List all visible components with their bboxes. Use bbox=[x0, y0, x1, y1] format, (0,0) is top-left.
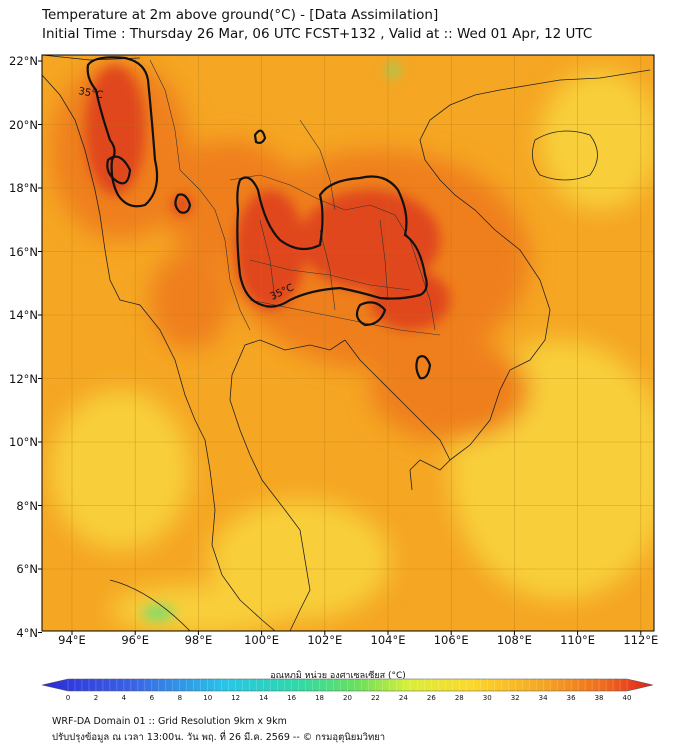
map-subtitle: Initial Time : Thursday 26 Mar, 06 UTC F… bbox=[42, 26, 593, 42]
colorbar-tick-label: 14 bbox=[259, 694, 269, 702]
colorbar-tick-label: 38 bbox=[594, 694, 604, 702]
longitude-label: 98°E bbox=[184, 633, 213, 647]
contour-label: 35°C bbox=[77, 86, 103, 101]
latitude-label: 16°N bbox=[9, 244, 38, 259]
axis-ticks bbox=[38, 60, 642, 635]
longitude-label: 110°E bbox=[560, 633, 596, 647]
colorbar bbox=[41, 678, 654, 692]
longitude-label: 108°E bbox=[496, 633, 532, 647]
map-frame bbox=[41, 54, 655, 632]
colorbar-tick-label: 8 bbox=[177, 694, 183, 702]
footer-update-info: ปรับปรุงข้อมูล ณ เวลา 13:00น. วัน พฤ. ที… bbox=[52, 732, 386, 743]
colorbar-tick-label: 16 bbox=[287, 694, 297, 702]
latitude-label: 8°N bbox=[16, 498, 38, 513]
colorbar-tick-label: 10 bbox=[203, 694, 213, 702]
latitude-label: 4°N bbox=[16, 625, 38, 640]
longitude-label: 112°E bbox=[623, 633, 659, 647]
colorbar-tick-label: 40 bbox=[622, 694, 632, 702]
longitude-label: 102°E bbox=[307, 633, 343, 647]
temperature-field: 35°C 35°C bbox=[42, 55, 654, 631]
latitude-label: 6°N bbox=[16, 562, 38, 576]
colorbar-tick-label: 4 bbox=[121, 694, 127, 702]
colorbar-tick-label: 2 bbox=[93, 694, 99, 702]
colorbar-tick-label: 0 bbox=[65, 694, 71, 702]
footer-domain-info: WRF-DA Domain 01 :: Grid Resolution 9km … bbox=[52, 716, 287, 727]
colorbar-tick-label: 36 bbox=[566, 694, 576, 702]
coastlines bbox=[42, 55, 651, 631]
latitude-label: 14°N bbox=[9, 308, 38, 322]
temperature-map: 35°C 35°C bbox=[38, 54, 655, 635]
longitude-label: 94°E bbox=[58, 633, 86, 647]
grid-lines bbox=[42, 55, 654, 631]
longitude-label: 100°E bbox=[244, 633, 280, 647]
colorbar-tick-label: 26 bbox=[426, 694, 436, 702]
longitude-label: 104°E bbox=[370, 633, 406, 647]
longitude-label: 96°E bbox=[121, 633, 150, 647]
colorbar-tick-label: 22 bbox=[370, 694, 380, 702]
colorbar-tick-label: 12 bbox=[231, 694, 241, 702]
latitude-label: 22°N bbox=[9, 54, 38, 68]
colorbar-tick-label: 6 bbox=[149, 694, 155, 702]
map-title: Temperature at 2m above ground(°C) - [Da… bbox=[42, 7, 439, 23]
colorbar-tick-label: 18 bbox=[315, 694, 324, 702]
latitude-label: 20°N bbox=[9, 117, 38, 132]
admin-borders bbox=[149, 59, 441, 336]
longitude-label: 106°E bbox=[433, 633, 469, 647]
colorbar-tick-label: 20 bbox=[343, 694, 352, 702]
colorbar-tick-label: 34 bbox=[538, 694, 548, 702]
latitude-label: 12°N bbox=[9, 371, 38, 386]
contour-35c bbox=[86, 56, 432, 380]
latitude-label: 10°N bbox=[9, 435, 38, 449]
colorbar-tick-label: 30 bbox=[482, 694, 492, 702]
colorbar-tick-label: 28 bbox=[454, 694, 464, 702]
latitude-label: 18°N bbox=[9, 181, 38, 195]
colorbar-title: อุณหภูมิ หน่วย องศาเซลเซียส (°C) bbox=[270, 671, 406, 681]
colorbar-tick-label: 24 bbox=[398, 694, 408, 702]
colorbar-tick-label: 32 bbox=[510, 694, 520, 702]
